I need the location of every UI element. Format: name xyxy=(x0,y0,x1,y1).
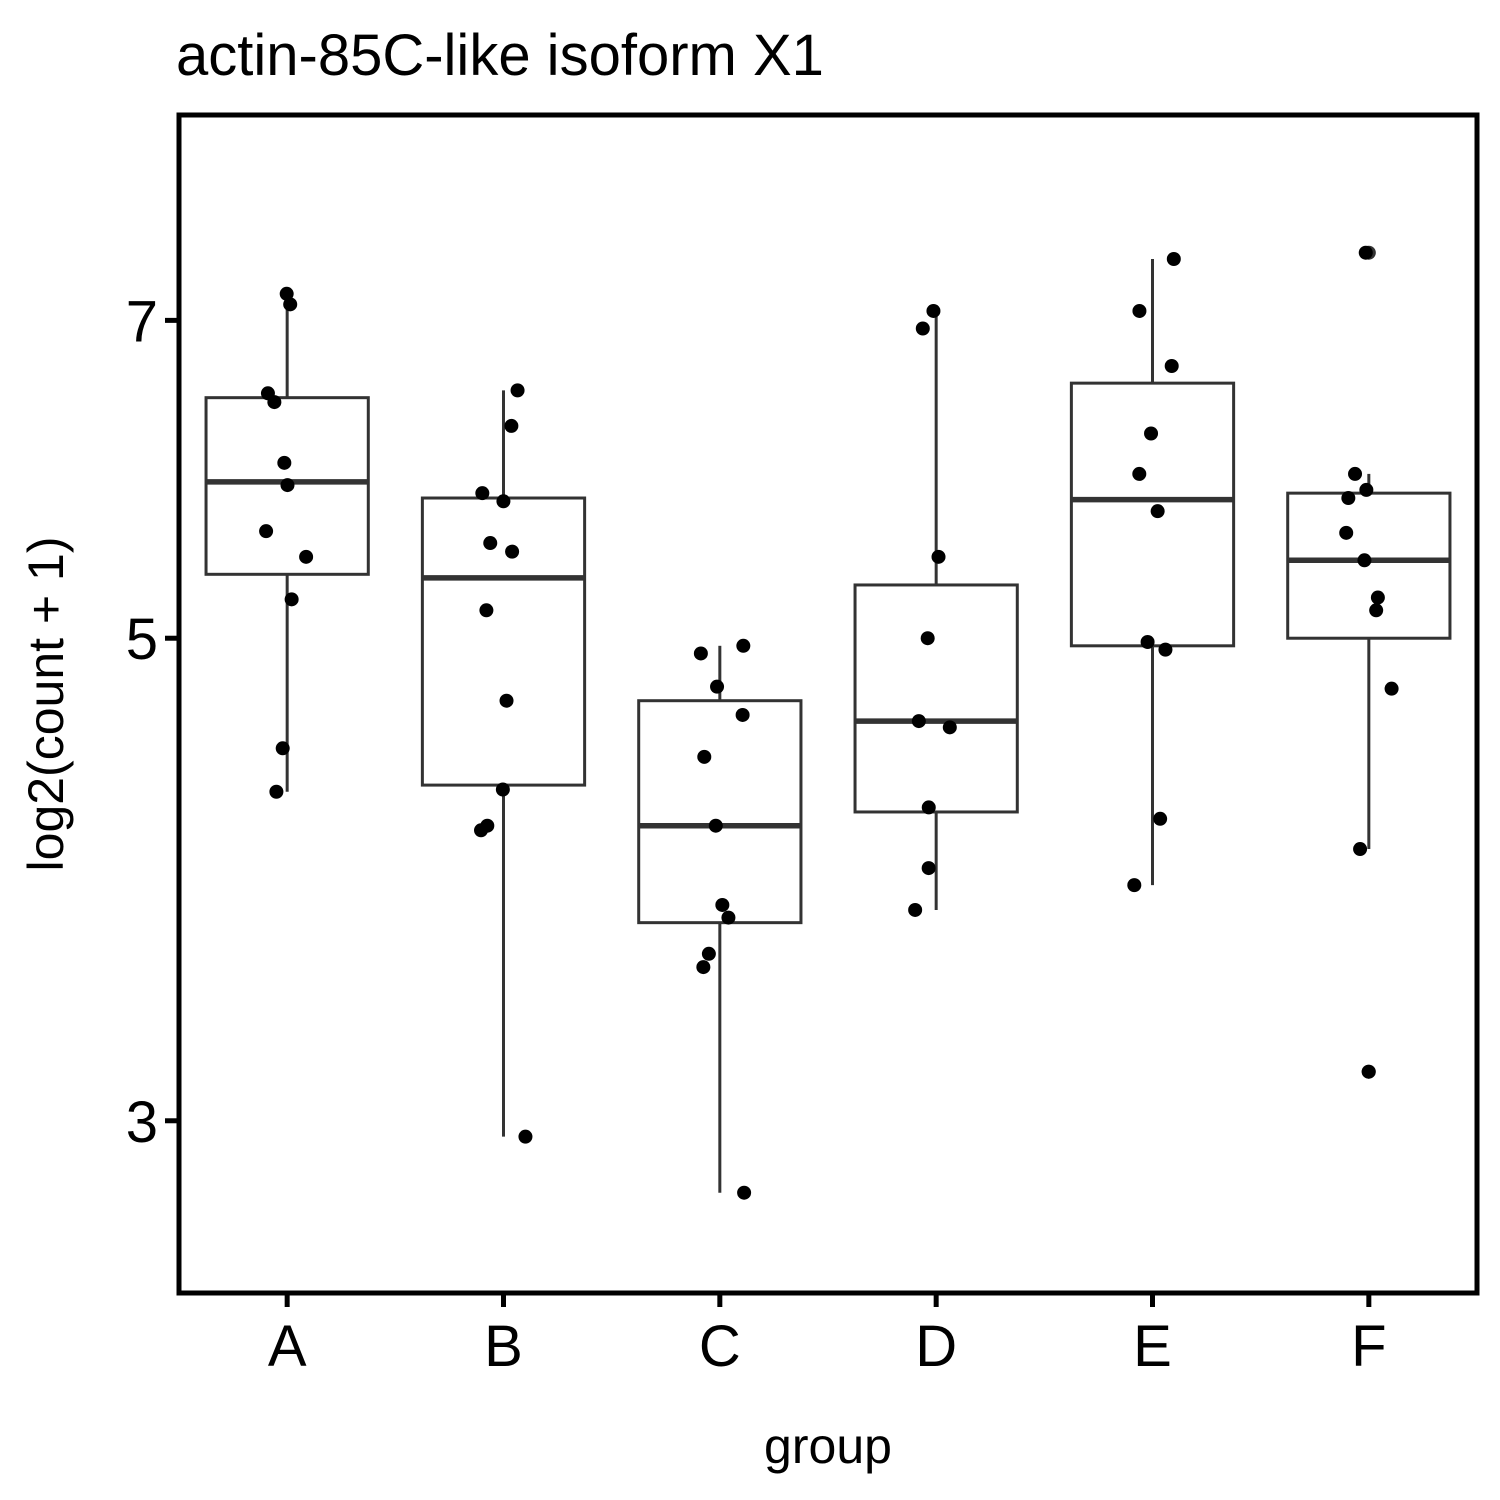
data-point xyxy=(1164,358,1179,373)
data-point xyxy=(737,1185,752,1200)
data-point xyxy=(1361,1064,1376,1079)
data-point xyxy=(496,494,511,509)
plot-frame xyxy=(176,112,1480,1296)
data-point xyxy=(1358,245,1373,260)
data-point xyxy=(1353,842,1368,857)
x-tick-label: C xyxy=(699,1314,741,1379)
data-point xyxy=(1357,553,1372,568)
box xyxy=(853,583,1019,814)
data-point xyxy=(505,544,520,559)
x-axis: A B C D E F xyxy=(268,1293,1387,1379)
data-point xyxy=(931,549,946,564)
data-point xyxy=(280,478,295,493)
data-point xyxy=(510,383,525,398)
data-point xyxy=(1132,303,1147,318)
data-point xyxy=(475,486,490,501)
data-point xyxy=(1150,504,1165,519)
data-point xyxy=(277,455,292,470)
box-group-f xyxy=(1286,245,1452,1079)
y-tick-label: 3 xyxy=(126,1090,158,1155)
data-point xyxy=(708,818,723,833)
data-point xyxy=(908,902,923,917)
data-point xyxy=(1144,426,1159,441)
data-point xyxy=(499,693,514,708)
y-tick-label: 7 xyxy=(126,289,158,354)
x-tick-label: F xyxy=(1351,1314,1386,1379)
data-point xyxy=(1140,635,1155,650)
data-point xyxy=(1341,491,1356,506)
data-point xyxy=(920,631,935,646)
data-point xyxy=(479,603,494,618)
data-point xyxy=(915,321,930,336)
x-tick-label: B xyxy=(484,1314,523,1379)
plot-area xyxy=(204,245,1452,1200)
data-point xyxy=(942,720,957,735)
data-point xyxy=(1348,466,1363,481)
data-point xyxy=(911,714,926,729)
data-point xyxy=(735,707,750,722)
data-point xyxy=(495,782,510,797)
box xyxy=(637,699,803,925)
data-point xyxy=(1359,482,1374,497)
data-point xyxy=(697,749,712,764)
box-group-c xyxy=(637,638,803,1200)
data-point xyxy=(701,946,716,961)
data-point xyxy=(299,549,314,564)
x-axis-title: group xyxy=(764,1418,892,1474)
y-tick-label: 5 xyxy=(126,607,158,672)
box-group-e xyxy=(1069,251,1236,893)
data-point xyxy=(921,861,936,876)
data-point xyxy=(267,395,282,410)
y-axis: 3 5 7 xyxy=(126,289,179,1155)
data-point xyxy=(696,960,711,975)
data-point xyxy=(921,800,936,815)
data-point xyxy=(1384,681,1399,696)
data-point xyxy=(269,784,284,799)
data-point xyxy=(283,297,298,312)
x-tick-label: D xyxy=(915,1314,957,1379)
data-point xyxy=(721,910,736,925)
data-point xyxy=(736,638,751,653)
data-point xyxy=(284,592,299,607)
data-point xyxy=(259,524,274,539)
data-point xyxy=(1370,590,1385,605)
data-point xyxy=(715,897,730,912)
data-point xyxy=(1166,251,1181,266)
data-point xyxy=(1369,603,1384,618)
data-point xyxy=(474,823,489,838)
data-point xyxy=(710,679,725,694)
data-point xyxy=(1132,466,1147,481)
data-point xyxy=(1158,642,1173,657)
data-point xyxy=(693,646,708,661)
data-point xyxy=(504,418,519,433)
data-point xyxy=(1153,811,1168,826)
data-point xyxy=(1127,878,1142,893)
data-point xyxy=(1339,525,1354,540)
box-group-d xyxy=(853,303,1019,917)
data-point xyxy=(518,1129,533,1144)
x-tick-label: E xyxy=(1133,1314,1172,1379)
box-group-a xyxy=(204,286,370,799)
y-axis-title: log2(count + 1) xyxy=(18,537,74,872)
box-group-b xyxy=(420,383,587,1144)
x-tick-label: A xyxy=(268,1314,307,1379)
data-point xyxy=(483,536,498,551)
data-point xyxy=(279,286,294,301)
box xyxy=(420,496,587,787)
data-point xyxy=(926,303,941,318)
chart-title: actin-85C-like isoform X1 xyxy=(176,23,824,88)
data-point xyxy=(275,741,290,756)
